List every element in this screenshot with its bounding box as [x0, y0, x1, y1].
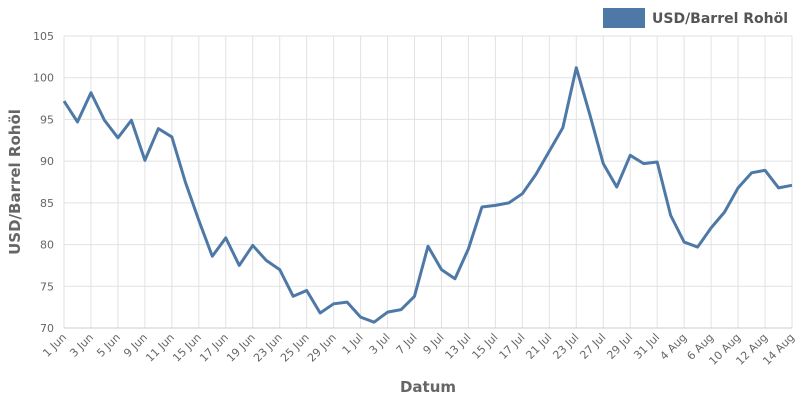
x-tick-label: 23 Jul: [550, 331, 581, 362]
y-tick-label: 100: [33, 72, 54, 85]
x-tick-label: 1 Jun: [40, 331, 69, 360]
x-tick-label: 27 Jul: [577, 331, 608, 362]
x-tick-label: 17 Jun: [197, 331, 231, 365]
x-tick-label: 13 Jul: [443, 331, 474, 362]
y-tick-label: 75: [40, 280, 54, 293]
x-tick-label: 4 Aug: [657, 331, 689, 363]
x-tick-label: 15 Jun: [170, 331, 204, 365]
y-tick-label: 70: [40, 322, 54, 335]
x-tick-label: 15 Jul: [470, 331, 501, 362]
x-tick-label: 7 Jul: [394, 331, 420, 357]
x-tick-label: 25 Jun: [278, 331, 312, 365]
x-tick-label: 3 Jun: [67, 331, 96, 360]
line: [62, 66, 793, 324]
y-tick-label: 85: [40, 197, 54, 210]
y-tick-label: 95: [40, 113, 54, 126]
x-tick-label: 19 Jun: [224, 331, 258, 365]
x-tick-label: 29 Jul: [604, 331, 635, 362]
y-tick-label: 90: [40, 155, 54, 168]
x-tick-label: 3 Jul: [367, 331, 393, 357]
y-tick-label: 105: [33, 30, 54, 43]
x-tick-label: 17 Jul: [497, 331, 528, 362]
y-tick-label: 80: [40, 239, 54, 252]
x-tick-label: 1 Jul: [340, 331, 366, 357]
legend-label: USD/Barrel Rohöl: [652, 11, 788, 27]
x-tick-label: 21 Jul: [524, 331, 555, 362]
legend-swatch: [603, 8, 645, 28]
x-tick-label: 23 Jun: [251, 331, 285, 365]
x-axis-title: Datum: [400, 378, 456, 396]
x-tick-label: 31 Jul: [631, 331, 662, 362]
x-tick-label: 5 Jun: [94, 331, 123, 360]
y-axis-title: USD/Barrel Rohöl: [6, 109, 24, 255]
x-tick-label: 29 Jun: [305, 331, 339, 365]
x-tick-label: 11 Jun: [143, 331, 177, 365]
